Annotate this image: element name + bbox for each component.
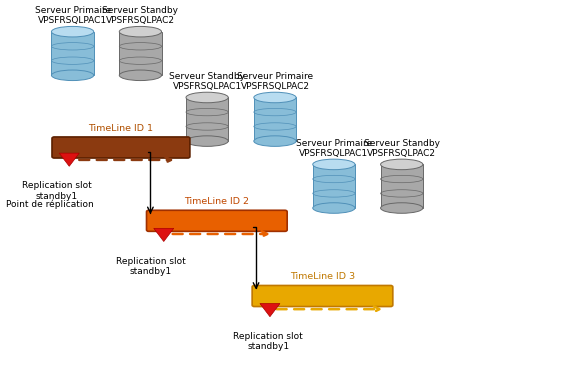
Ellipse shape <box>119 26 162 37</box>
Polygon shape <box>59 153 79 166</box>
Text: Serveur Primaire
VPSFRSQLPAC2: Serveur Primaire VPSFRSQLPAC2 <box>237 72 313 91</box>
Text: Serveur Standby
VPSFRSQLPAC2: Serveur Standby VPSFRSQLPAC2 <box>364 139 440 158</box>
Bar <box>254 97 296 141</box>
Text: Serveur Standby
VPSFRSQLPAC2: Serveur Standby VPSFRSQLPAC2 <box>102 6 178 25</box>
Ellipse shape <box>254 92 296 103</box>
Text: Serveur Standby
VPSFRSQLPAC1: Serveur Standby VPSFRSQLPAC1 <box>169 72 245 91</box>
Polygon shape <box>260 304 280 317</box>
FancyBboxPatch shape <box>252 285 393 306</box>
Text: Serveur Primaire
VPSFRSQLPAC1: Serveur Primaire VPSFRSQLPAC1 <box>34 6 110 25</box>
Polygon shape <box>154 228 174 241</box>
Text: TimeLine ID 1: TimeLine ID 1 <box>88 124 153 133</box>
Bar <box>52 32 94 75</box>
Ellipse shape <box>313 159 355 170</box>
Ellipse shape <box>52 26 94 37</box>
Text: Replication slot
standby1: Replication slot standby1 <box>22 181 92 201</box>
Text: Point de réplication: Point de réplication <box>6 200 94 209</box>
Ellipse shape <box>186 92 228 103</box>
Bar <box>186 97 228 141</box>
Ellipse shape <box>52 70 94 81</box>
Text: TimeLine ID 3: TimeLine ID 3 <box>290 272 355 282</box>
Bar <box>381 164 423 208</box>
Ellipse shape <box>119 70 162 81</box>
Text: Replication slot
standby1: Replication slot standby1 <box>116 257 185 276</box>
Ellipse shape <box>381 203 423 213</box>
FancyBboxPatch shape <box>52 137 190 158</box>
Ellipse shape <box>254 136 296 146</box>
Ellipse shape <box>381 159 423 170</box>
Text: Serveur Primaire
VPSFRSQLPAC1: Serveur Primaire VPSFRSQLPAC1 <box>296 139 372 158</box>
Bar <box>119 32 162 75</box>
FancyBboxPatch shape <box>146 210 287 231</box>
Bar <box>313 164 355 208</box>
Text: TimeLine ID 2: TimeLine ID 2 <box>184 197 249 206</box>
Text: Replication slot
standby1: Replication slot standby1 <box>234 332 303 351</box>
Ellipse shape <box>186 136 228 146</box>
Ellipse shape <box>313 203 355 213</box>
